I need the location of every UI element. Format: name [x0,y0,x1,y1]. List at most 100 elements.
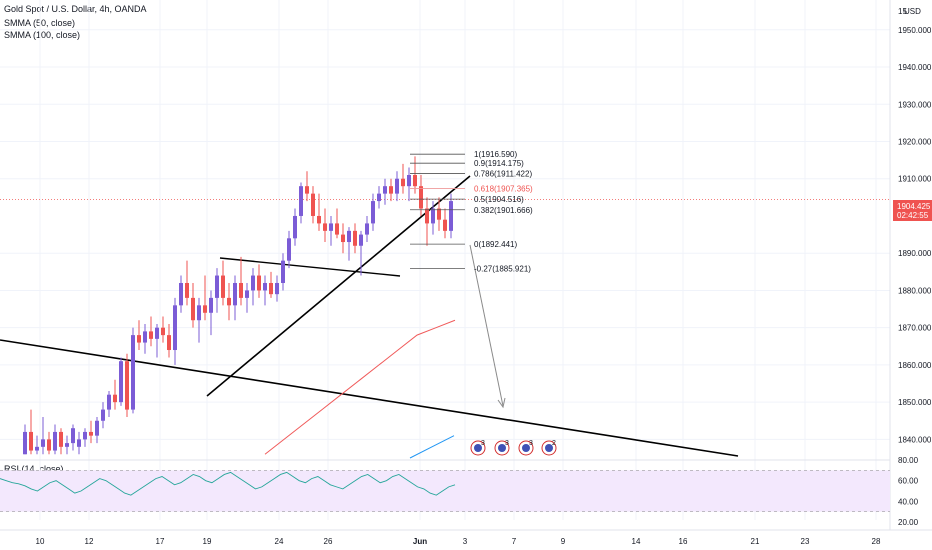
candle-body [173,305,177,351]
candle-body [125,361,129,410]
candle-body [275,282,279,295]
candle-body [179,282,183,306]
candle-body [89,431,93,436]
candle-body [365,223,369,235]
time-tick-label: 7 [512,537,517,546]
candle-body [227,297,231,306]
candle-body [341,234,345,243]
price-tick-label: 1840.000 [898,435,932,444]
event-count-label: 2 [552,440,556,447]
candle-body [203,305,207,313]
candle-body [311,193,315,216]
candle-body [347,230,351,243]
resistance-line[interactable] [219,257,401,277]
rsi-title[interactable]: RSI (14, close) [4,464,64,474]
candle-body [407,175,411,187]
fib-level-label: -0.27(1885.921) [474,264,531,273]
candle-body [191,297,195,321]
descending-trendline[interactable] [0,339,739,457]
price-tag-box [893,200,932,221]
candle-body [251,275,255,291]
candle-body [389,186,393,194]
candle-body [233,282,237,306]
candle-body [221,275,225,298]
event-count-label: 3 [505,440,509,447]
candle-body [131,335,135,410]
time-tick-label: 17 [156,537,165,546]
event-icons[interactable]: 3 3 3 2 [470,440,557,456]
event-count-label: 3 [529,440,533,447]
fib-level-label: 1(1916.590) [474,150,517,159]
candle-body [353,230,357,246]
candle-body [143,331,147,343]
candle-body [335,223,339,235]
candle-body [239,282,243,298]
candle-body [197,305,201,321]
candle-body [59,431,63,447]
candle-body [425,208,429,224]
time-tick-label: 14 [632,537,641,546]
price-tick-label: 1930.000 [898,100,932,109]
candle-body [245,290,249,298]
time-tick-label: 3 [463,537,468,546]
candle-body [155,327,159,339]
chart-symbol-title[interactable]: Gold Spot / U.S. Dollar, 4h, OANDA [4,4,147,14]
time-tick-label: 28 [872,537,881,546]
ascending-trendline[interactable] [206,175,471,397]
price-tick-label: 1870.000 [898,324,932,333]
fib-level-label: 0.786(1911.422) [474,169,532,178]
price-tick-label: 1940.000 [898,63,932,72]
fib-level-label: 0(1892.441) [474,240,517,249]
indicator-smma-100-label[interactable]: SMMA (100, close) [4,30,81,40]
trend-lines[interactable] [0,175,739,457]
candle-body [371,201,375,224]
candle-body [413,175,417,187]
candle-body [167,335,171,351]
time-tick-label: 12 [85,537,94,546]
fib-level-label: 0.9(1914.175) [474,159,524,168]
candle-body [377,193,381,202]
candle-body [95,420,99,436]
candle-body [209,297,213,313]
candle-body [41,439,45,447]
projection-arrow-line[interactable] [469,244,504,407]
candle-body [449,201,453,231]
price-tick-label: 1850.000 [898,398,932,407]
price-tick-label: 1950.000 [898,26,932,35]
candle-body [47,439,51,451]
event-flag-icon [545,444,553,452]
candle-body [263,282,267,291]
candle-body [359,234,363,246]
candle-body [101,409,105,421]
fibonacci-retracement[interactable]: 1(1916.590)0.9(1914.175)0.786(1911.422) 0… [410,150,533,273]
price-tag-value: 1904.425 [897,202,931,211]
rsi-tick-label: 40.00 [898,497,919,506]
time-tick-label: 16 [679,537,688,546]
candle-body [317,215,321,224]
time-tick-label: 9 [561,537,566,546]
candle-body [395,178,399,194]
time-tick-label: 19 [203,537,212,546]
candle-body [329,223,333,231]
price-axis[interactable]: 1950.000 1940.000 1930.000 1920.000 1910.000… [889,0,932,530]
candle-body [83,431,87,440]
candle-body [35,446,39,451]
candlesticks [23,156,453,455]
candle-body [77,439,81,447]
time-axis[interactable]: 10 12 17 19 24 26 Jun 3 7 9 14 16 21 23 28 [0,529,932,546]
candle-body [401,178,405,187]
candle-body [185,282,189,298]
candle-body [107,394,111,410]
time-tick-label: 23 [801,537,810,546]
event-flag-icon [498,444,506,452]
candle-body [299,186,303,216]
candle-body [437,208,441,220]
projection-arrow-head [497,397,506,409]
currency-badge[interactable]: USD [904,7,921,16]
rsi-tick-label: 20.00 [898,518,919,527]
smma-50-line [264,319,456,455]
price-tick-label: 1880.000 [898,286,932,295]
candle-body [71,428,75,444]
price-tick-label: 1860.000 [898,361,932,370]
